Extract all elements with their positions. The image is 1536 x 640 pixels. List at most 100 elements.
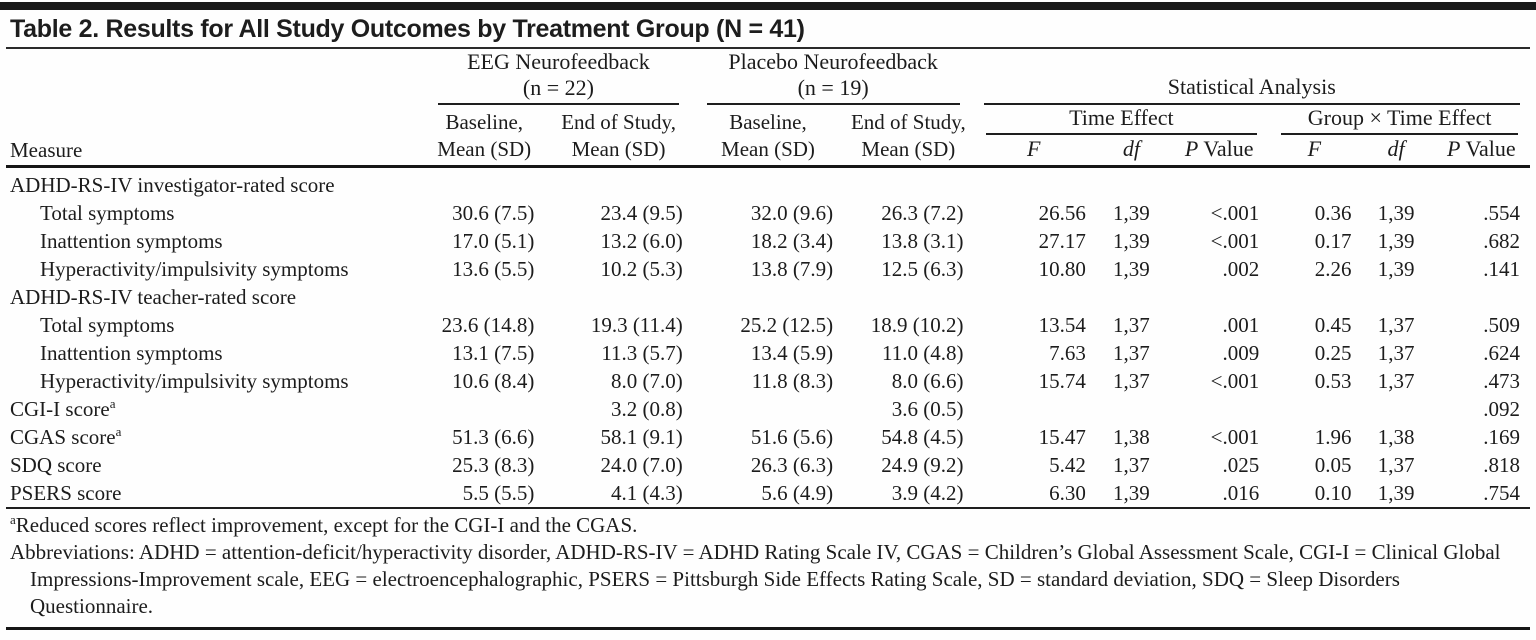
end-of-study-label-line1: End of Study, [850, 110, 966, 134]
value-cell: <.001 [1210, 229, 1260, 253]
col-placebo-baseline: Baseline, Mean (SD) [693, 105, 843, 167]
value-cell [1360, 395, 1433, 423]
col-time-df: df [1094, 135, 1169, 167]
value-label: Value [1203, 136, 1254, 161]
value-cell: 1,37 [1113, 313, 1150, 337]
value-cell: 26.56 [1038, 201, 1086, 225]
value-cell: 15.74 [1038, 369, 1086, 393]
value-cell: .554 [1483, 201, 1520, 225]
value-cell [1360, 167, 1433, 200]
end-of-study-label-line1: End of Study, [561, 110, 676, 134]
value-cell: 1,37 [1377, 341, 1415, 365]
value-cell: 1,37 [1377, 369, 1415, 393]
value-cell: 0.36 [1314, 201, 1352, 225]
value-cell: 1,39 [1113, 229, 1150, 253]
footnote-a-marker: a [10, 512, 16, 527]
table-row: SDQ score 25.3 (8.3) 24.0 (7.0) 26.3 (6.3) 2… [6, 451, 1530, 479]
value-cell: 10.80 [1038, 257, 1086, 281]
value-cell: 17.0 (5.1) [452, 229, 535, 253]
eeg-group-n: (n = 22) [522, 75, 594, 100]
value-cell [843, 283, 973, 311]
value-cell: 1.96 [1314, 425, 1352, 449]
value-cell: 3.9 (4.2) [891, 481, 964, 505]
value-cell: <.001 [1210, 425, 1260, 449]
col-eeg-end-of-study: End of Study, Mean (SD) [544, 105, 692, 167]
value-cell [1169, 395, 1269, 423]
value-cell: 23.4 (9.5) [600, 201, 683, 225]
value-cell: 30.6 (7.5) [452, 201, 535, 225]
measure-cell: CGI-I scorea [10, 396, 116, 421]
footnote-marker: a [109, 396, 116, 411]
baseline-label-line1: Baseline, [445, 110, 524, 134]
col-group-placebo: Placebo Neurofeedback (n = 19) [693, 49, 974, 105]
value-cell: 1,39 [1377, 481, 1415, 505]
measure-cell: Hyperactivity/impulsivity symptoms [40, 257, 349, 281]
value-cell: .754 [1483, 481, 1520, 505]
statistical-analysis-head: Statistical Analysis [983, 74, 1520, 105]
value-cell: 1,37 [1377, 313, 1415, 337]
table-title: Table 2. Results for All Study Outcomes … [6, 10, 1530, 49]
value-cell: .016 [1222, 481, 1260, 505]
value-cell: 1,39 [1377, 229, 1415, 253]
value-cell [693, 283, 843, 311]
value-cell: 19.3 (11.4) [590, 313, 683, 337]
eeg-group-label: EEG Neurofeedback [467, 49, 650, 74]
value-cell: 13.8 (3.1) [881, 229, 964, 253]
col-grouptime-p-value: P Value [1433, 135, 1530, 167]
value-cell: 25.2 (12.5) [740, 313, 834, 337]
measure-cell: ADHD-RS-IV investigator-rated score [10, 173, 335, 197]
value-cell [974, 283, 1094, 311]
top-rule [0, 2, 1536, 10]
value-cell [974, 395, 1094, 423]
table-row: PSERS score 5.5 (5.5) 4.1 (4.3) 5.6 (4.9) 3.… [6, 479, 1530, 507]
value-cell [1094, 167, 1169, 200]
value-cell: .001 [1222, 313, 1260, 337]
value-label: Value [1465, 136, 1516, 161]
group-time-effect-label: Group × Time Effect [1281, 105, 1518, 135]
value-cell: 7.63 [1049, 341, 1086, 365]
value-cell: 1,38 [1113, 425, 1150, 449]
table-row: ADHD-RS-IV teacher-rated score [6, 283, 1530, 311]
value-cell [843, 167, 973, 200]
value-cell [1094, 395, 1169, 423]
value-cell: .025 [1222, 453, 1260, 477]
value-cell: 5.42 [1049, 453, 1086, 477]
value-cell [1269, 283, 1359, 311]
value-cell [693, 395, 843, 423]
value-cell: 26.3 (6.3) [750, 453, 834, 477]
value-cell: 11.8 (8.3) [751, 369, 834, 393]
value-cell: 18.2 (3.4) [750, 229, 834, 253]
value-cell: 23.6 (14.8) [441, 313, 535, 337]
value-cell: .009 [1222, 341, 1260, 365]
value-cell: 26.3 (7.2) [881, 201, 964, 225]
value-cell: 0.25 [1314, 341, 1352, 365]
value-cell: .092 [1483, 397, 1520, 421]
value-cell: 51.6 (5.6) [750, 425, 834, 449]
df-label: df [1122, 136, 1140, 161]
col-time-p-value: P Value [1169, 135, 1269, 167]
value-cell [1433, 283, 1530, 311]
table-row: CGAS scorea 51.3 (6.6) 58.1 (9.1) 51.6 (5.6… [6, 423, 1530, 451]
table-row: Inattention symptoms 13.1 (7.5) 11.3 (5.7)… [6, 339, 1530, 367]
value-cell: 6.30 [1049, 481, 1086, 505]
value-cell: .682 [1483, 229, 1520, 253]
value-cell: <.001 [1210, 201, 1260, 225]
value-cell: 5.6 (4.9) [761, 481, 834, 505]
table-row: Total symptoms 30.6 (7.5) 23.4 (9.5) 32.0 (… [6, 199, 1530, 227]
table-footnotes: aReduced scores reflect improvement, exc… [6, 507, 1530, 630]
footnote-abbreviations: Abbreviations: ADHD = attention-deficit/… [10, 540, 1501, 618]
table-row: Hyperactivity/impulsivity symptoms 13.6 (… [6, 255, 1530, 283]
footnote-a: aReduced scores reflect improvement, exc… [6, 512, 1530, 539]
value-cell: 51.3 (6.6) [452, 425, 535, 449]
header-spacer [6, 49, 424, 105]
value-cell: 15.47 [1038, 425, 1086, 449]
table-header: EEG Neurofeedback (n = 22) Placebo Neuro… [6, 49, 1530, 167]
measure-cell: PSERS score [10, 481, 122, 505]
value-cell: 0.10 [1314, 481, 1352, 505]
value-cell: 1,39 [1113, 257, 1150, 281]
placebo-group-n: (n = 19) [797, 75, 869, 100]
value-cell: 1,39 [1113, 201, 1150, 225]
value-cell: 1,37 [1113, 341, 1150, 365]
p-label: P [1447, 136, 1461, 161]
f-label: F [1026, 136, 1041, 161]
